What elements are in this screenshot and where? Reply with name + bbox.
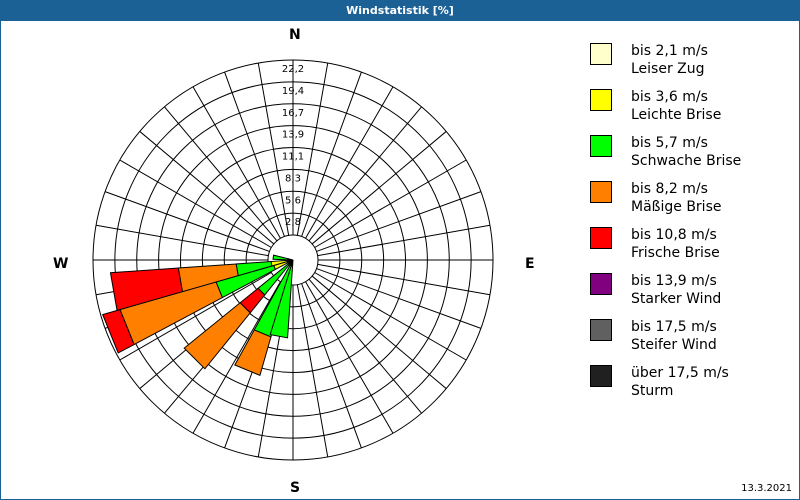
legend-name: Steifer Wind <box>631 337 717 353</box>
date-label: 13.3.2021 <box>741 483 792 494</box>
legend-swatch <box>590 89 612 111</box>
legend-range: bis 8,2 m/s <box>631 181 708 197</box>
legend-swatch <box>590 135 612 157</box>
radial-tick-label: 2,8 <box>285 217 301 228</box>
compass-west-label: W <box>53 256 69 272</box>
legend-name: Leiser Zug <box>631 61 705 77</box>
legend-name: Starker Wind <box>631 291 722 307</box>
legend-name: Frische Brise <box>631 245 720 261</box>
chart-title: Windstatistik [%] <box>346 4 454 17</box>
legend-range: über 17,5 m/s <box>631 365 729 381</box>
compass-north-label: N <box>289 27 301 43</box>
compass-east-label: E <box>525 256 535 272</box>
wind-rose-segment <box>183 302 251 370</box>
radial-tick-label: 5,6 <box>285 195 301 206</box>
radial-tick-label: 8,3 <box>285 173 301 184</box>
legend-range: bis 3,6 m/s <box>631 89 708 105</box>
legend-range: bis 2,1 m/s <box>631 43 708 59</box>
legend-range: bis 10,8 m/s <box>631 227 717 243</box>
radial-tick-label: 16,7 <box>282 108 304 119</box>
wind-rose-segment <box>272 254 289 261</box>
radial-tick-label: 13,9 <box>282 130 304 141</box>
legend-swatch <box>590 319 612 341</box>
radial-tick-label: 22,2 <box>282 64 304 75</box>
radial-tick-label: 19,4 <box>282 86 304 97</box>
legend-swatch <box>590 273 612 295</box>
legend-swatch <box>590 181 612 203</box>
legend-name: Leichte Brise <box>631 107 722 123</box>
legend-name: Schwache Brise <box>631 153 742 169</box>
legend-range: bis 5,7 m/s <box>631 135 708 151</box>
compass-south-label: S <box>290 480 301 496</box>
legend-range: bis 13,9 m/s <box>631 273 717 289</box>
wind-rose-segment <box>269 265 294 339</box>
radial-tick-label: 11,1 <box>282 152 304 163</box>
legend-range: bis 17,5 m/s <box>631 319 717 335</box>
legend-swatch <box>590 43 612 65</box>
legend-swatch <box>590 227 612 249</box>
legend-swatch <box>590 365 612 387</box>
chart-title-bar: Windstatistik [%] <box>0 0 800 21</box>
legend-name: Sturm <box>631 383 674 399</box>
wind-rose-segment <box>101 309 135 354</box>
wind-rose-segment <box>234 329 272 377</box>
legend-name: Mäßige Brise <box>631 199 722 215</box>
